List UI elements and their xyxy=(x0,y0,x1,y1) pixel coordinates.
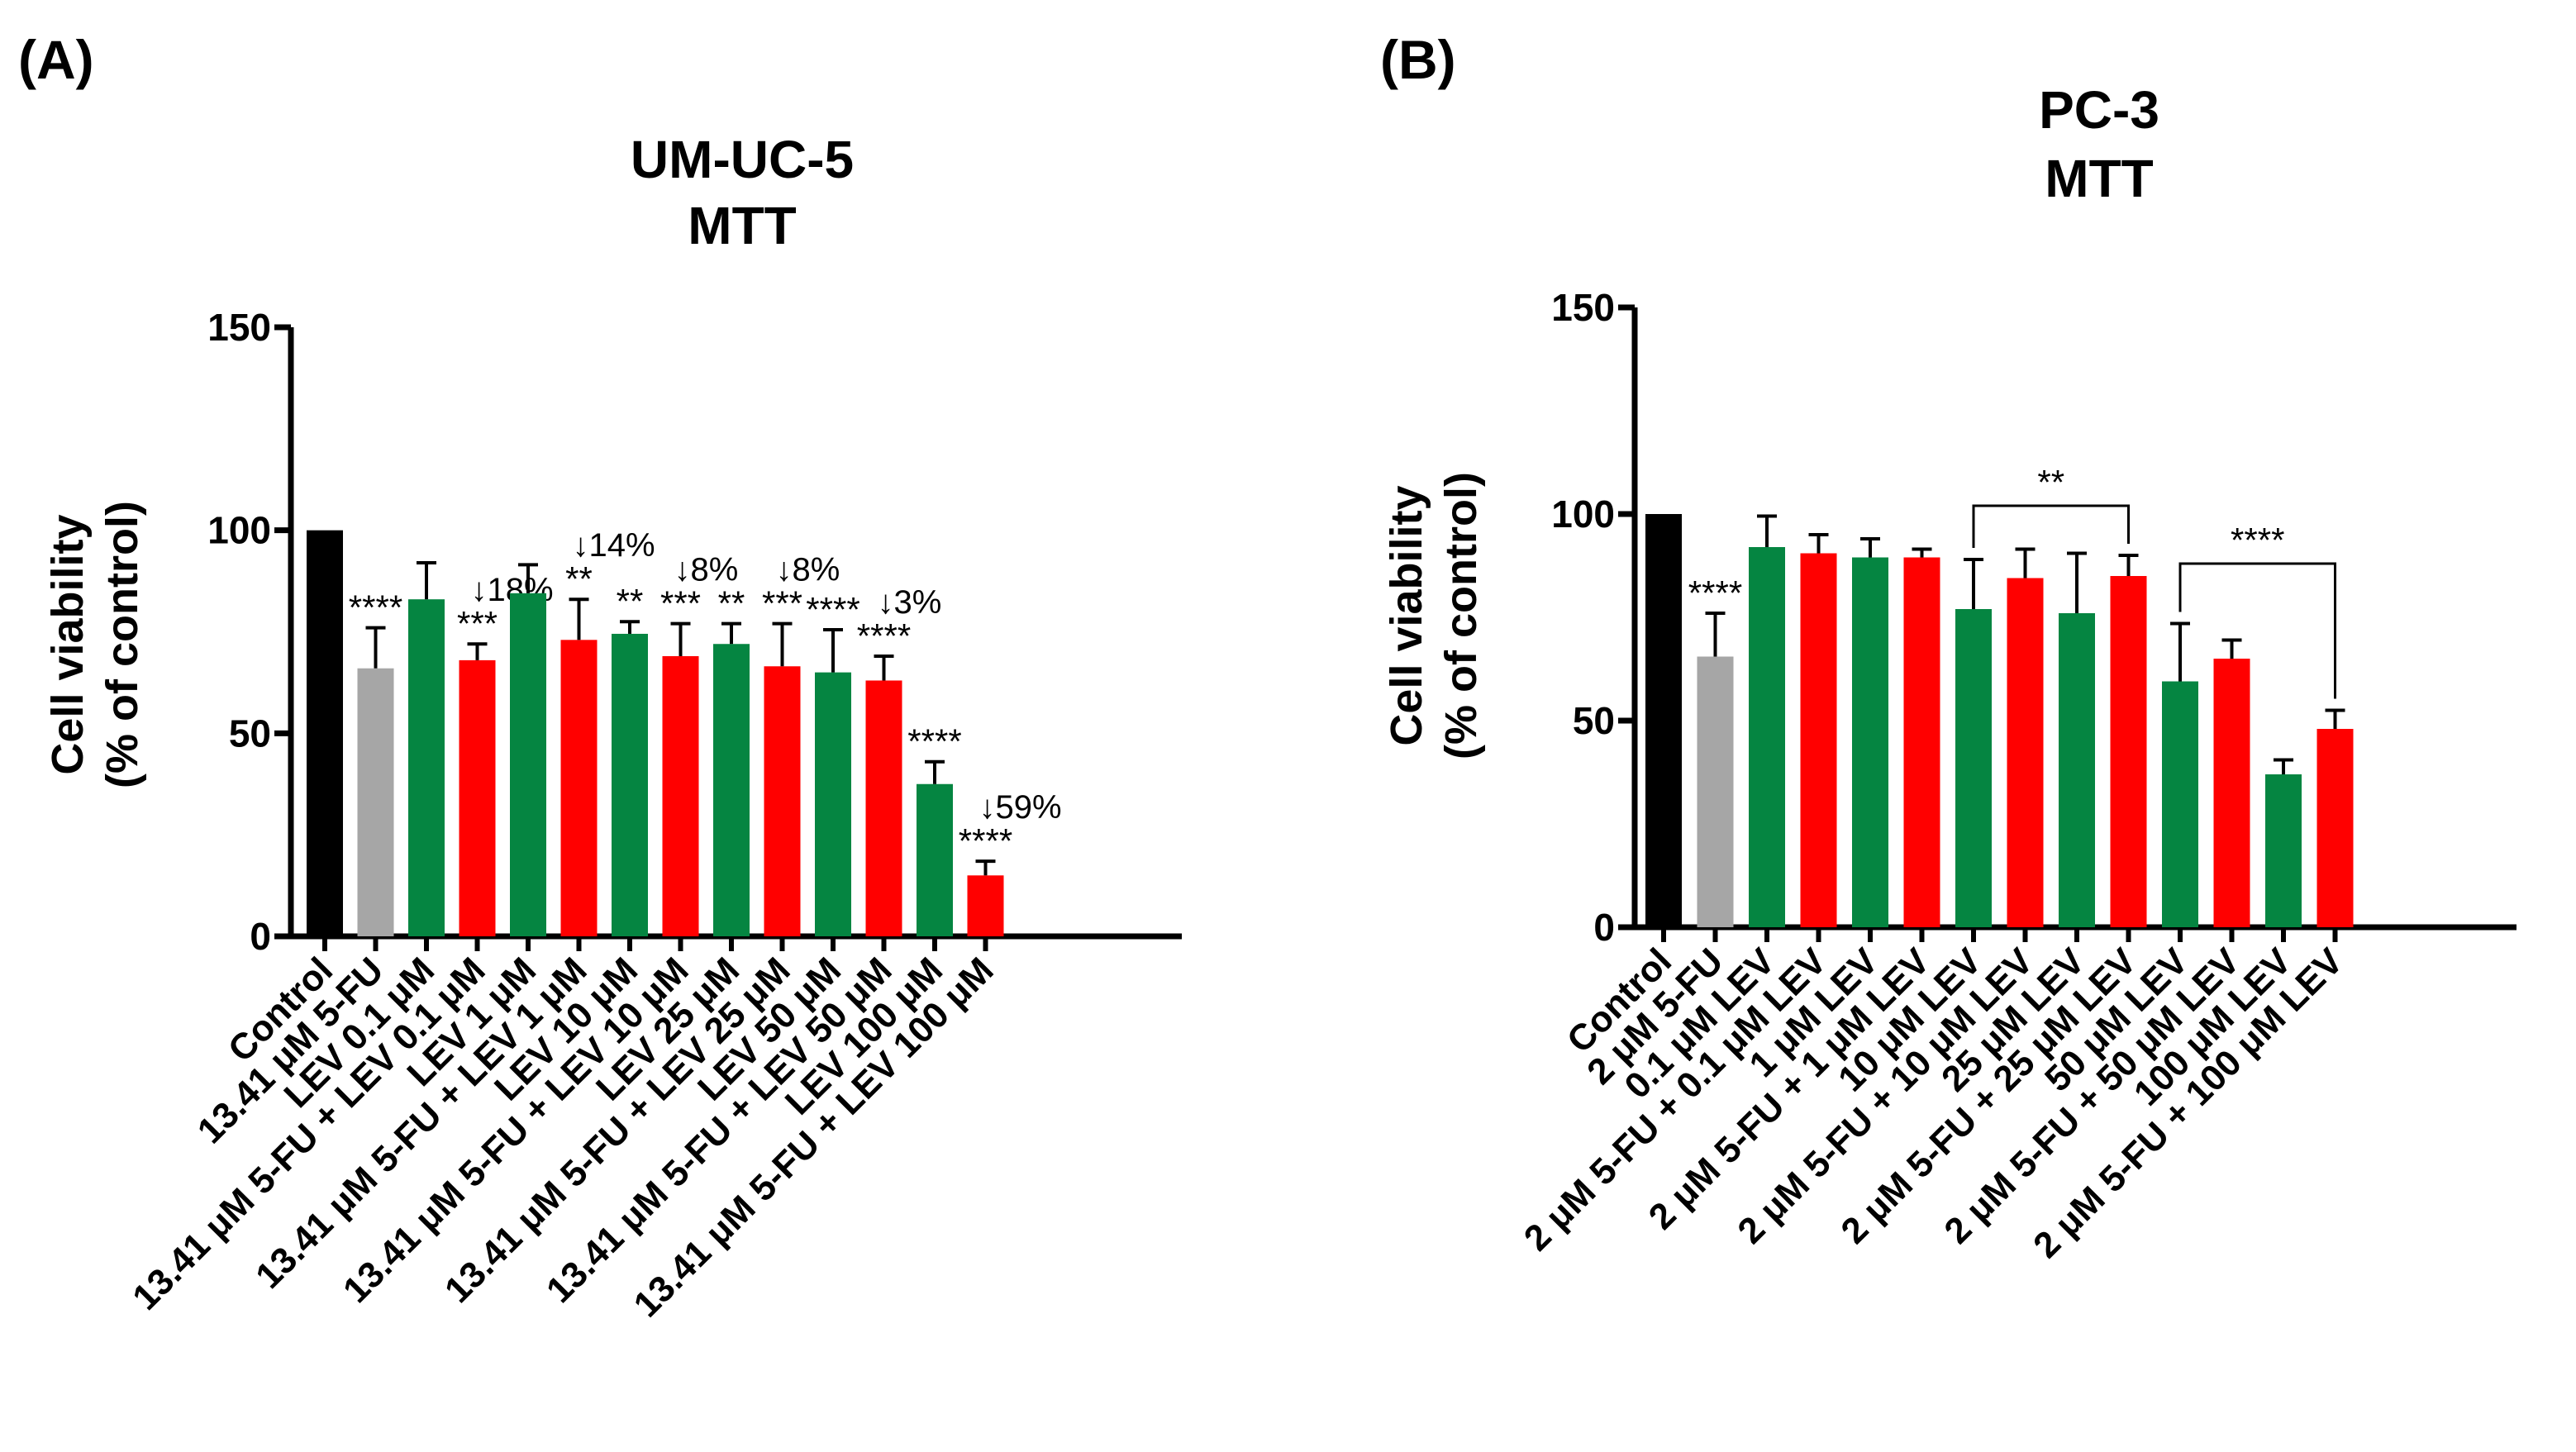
panel-a-reduction-label: ↓59% xyxy=(979,789,1062,826)
panel-a-bar xyxy=(764,666,801,936)
panel-b-significance-bracket xyxy=(2178,562,2336,699)
panel-a-bar xyxy=(459,659,496,936)
panel-b-ytick-label: 50 xyxy=(1573,699,1615,742)
panel-a-title-line1: UM-UC-5 xyxy=(631,130,854,189)
panel-b-bar xyxy=(2213,659,2250,927)
panel-b-bracket-label: **** xyxy=(2231,521,2284,559)
panel-b-ytick-label: 0 xyxy=(1593,906,1615,949)
panel-b-bar xyxy=(2110,576,2147,927)
panel-b-bar xyxy=(2059,613,2095,927)
panel-a-significance: ** xyxy=(718,584,745,623)
panel-b-bar xyxy=(1955,609,1992,927)
panel-a-significance: **** xyxy=(349,588,402,627)
panel-a-ytick-label: 150 xyxy=(207,306,271,349)
panel-a-bar xyxy=(357,668,394,936)
panel-b-ylabel-line2: (% of control) xyxy=(1436,472,1486,759)
panel-a-significance: *** xyxy=(660,584,701,623)
panel-b-bar xyxy=(2162,681,2198,927)
panel-a-reduction-label: ↓8% xyxy=(674,552,739,588)
panel-a-ylabel-line2: (% of control) xyxy=(98,501,147,788)
panel-b-bar xyxy=(2316,729,2354,927)
panel-a-reduction-label: ↓14% xyxy=(573,527,655,564)
panel-a-significance: **** xyxy=(857,617,911,655)
panel-a-significance: **** xyxy=(907,722,961,761)
panel-a-significance: *** xyxy=(762,584,802,623)
panel-a-bar xyxy=(307,530,343,936)
panel-b-bar xyxy=(2007,578,2044,927)
panel-a-ylabel-line1: Cell viability xyxy=(43,514,93,774)
panel-b-significance: **** xyxy=(1688,574,1742,612)
panel-b-bar xyxy=(1697,656,1734,927)
panel-b-bar xyxy=(2265,774,2302,927)
panel-b-title-line2: MTT xyxy=(2045,149,2154,208)
panel-a-reduction-label: ↓8% xyxy=(776,552,840,588)
panel-a-significance: **** xyxy=(806,590,859,629)
panel-a-bar xyxy=(917,783,953,936)
panel-b-bar xyxy=(1852,557,1888,927)
panel-b-bar xyxy=(1800,553,1837,927)
panel-a-bar xyxy=(510,593,546,936)
panel-a-bar xyxy=(967,875,1004,936)
panel-a-bar xyxy=(815,672,851,936)
panel-b-ylabel-line1: Cell viability xyxy=(1382,485,1431,745)
panel-a-bar xyxy=(713,644,750,936)
panel-a-significance: ** xyxy=(617,582,644,621)
panel-a-ytick-label: 50 xyxy=(229,712,271,755)
panel-b-bar xyxy=(1903,557,1940,927)
panel-b-bar xyxy=(1645,514,1682,927)
panel-b-bracket-label: ** xyxy=(2037,463,2064,502)
panel-a-title-line2: MTT xyxy=(688,196,797,255)
panel-a-bar xyxy=(408,599,445,936)
panel-b-significance-bracket xyxy=(1972,504,2130,548)
panel-a-ytick-label: 100 xyxy=(207,509,271,552)
panel-a-bar xyxy=(865,680,902,936)
panel-a-reduction-label: ↓3% xyxy=(878,584,942,621)
panel-b-ytick-label: 100 xyxy=(1551,493,1615,536)
panel-a-bar xyxy=(560,640,598,936)
panel-a-significance: **** xyxy=(959,821,1012,860)
panel-b-title-line1: PC-3 xyxy=(2039,80,2159,140)
panel-a-ytick-label: 0 xyxy=(250,915,271,958)
panel-b-letter: (B) xyxy=(1380,29,1456,90)
panel-a-significance: *** xyxy=(457,604,498,643)
panel-b-ytick-label: 150 xyxy=(1551,286,1615,329)
panel-a-significance: ** xyxy=(565,559,593,598)
panel-a-bar xyxy=(612,633,648,936)
panel-a-letter: (A) xyxy=(18,29,94,90)
panel-b-bar xyxy=(1749,547,1785,927)
panel-a-bar xyxy=(662,655,699,936)
